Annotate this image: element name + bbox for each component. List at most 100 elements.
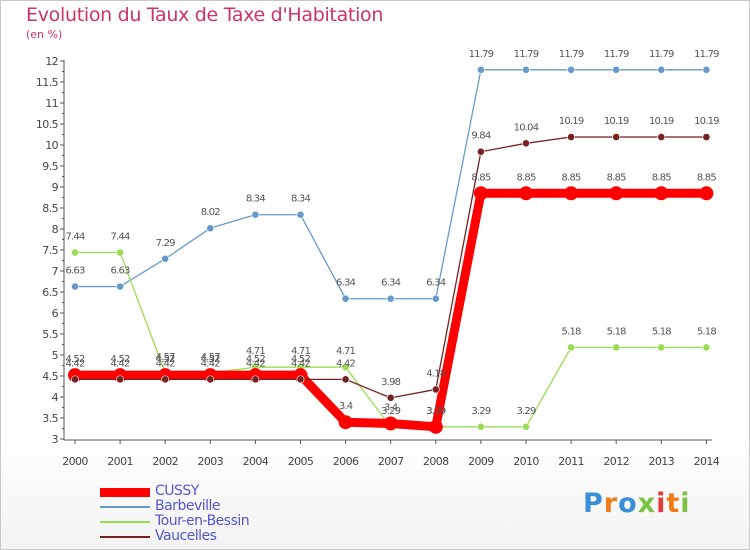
data-point [476,147,485,156]
data-point [383,416,398,431]
chart-subtitle: (en %) [26,28,63,41]
data-label: 4.71 [336,346,356,357]
x-tick-label: 2002 [152,455,178,468]
legend-label: CUSSY [155,483,199,499]
data-point [338,415,353,430]
data-point [341,375,350,384]
data-point [431,294,440,303]
data-label: 8.02 [201,207,221,218]
data-label: 5.18 [562,326,582,337]
y-tick-label: 4.5 [42,370,58,383]
data-label: 4.57 [156,352,176,363]
data-label: 5.18 [652,326,672,337]
y-tick-label: 3 [52,433,59,446]
legend-label: Tour-en-Bessin [155,513,250,529]
data-label: 10.19 [559,116,584,127]
data-label: 8.85 [652,172,672,183]
data-point [296,375,305,384]
proxiti-logo: Proxiti [583,488,691,519]
data-label: 7.29 [156,238,176,249]
data-label: 4.71 [291,346,311,357]
data-label: 4.52 [65,354,85,365]
y-tick-label: 8.5 [42,202,58,215]
data-label: 6.34 [426,278,446,289]
data-point [431,385,440,394]
logo-letter: i [680,488,691,519]
data-point [612,133,621,141]
data-point [296,210,305,219]
data-label: 4.71 [246,346,266,357]
data-label: 11.79 [694,49,719,60]
data-point [702,343,711,352]
data-point [702,133,711,141]
data-label: 6.63 [65,266,85,277]
legend-swatch [100,506,150,508]
data-point [522,422,530,431]
data-label: 4.42 [65,358,85,369]
y-tick-label: 10.5 [36,118,59,131]
data-label: 11.79 [514,49,539,60]
y-tick-label: 12 [45,55,58,68]
data-point [702,65,711,74]
y-tick-label: 5.5 [42,328,58,341]
data-label: 6.34 [381,278,401,289]
x-tick-label: 2005 [288,455,314,468]
x-tick-label: 2008 [423,455,449,468]
data-point [567,343,575,352]
data-point [206,375,215,384]
data-label: 10.19 [694,116,719,127]
data-label: 4.52 [201,354,221,365]
data-label: 3.29 [426,406,446,417]
y-tick-label: 7.5 [42,244,58,257]
x-tick-label: 2013 [648,455,674,468]
logo-letter: x [637,488,657,519]
data-label: 11.79 [649,49,674,60]
legend-swatch [100,488,150,497]
data-label: 8.85 [697,172,717,183]
data-label: 4.42 [156,358,176,369]
chart-axes: 3 3.5 4 4.5 5 5.5 6 6.5 7 7.5 8 8.5 9 9.5 10 10.5 11 11.5… [36,55,720,468]
data-point [612,343,621,352]
data-label: 4.52 [246,354,266,365]
data-point [699,186,714,201]
x-tick-label: 2014 [694,455,720,468]
data-point [71,248,79,257]
data-label: 4.52 [291,354,311,365]
x-tick-label: 2001 [107,455,133,468]
data-label: 5.18 [607,326,627,337]
data-point [519,186,533,201]
data-label: 10.19 [649,116,674,127]
series-line-barbeville [75,69,707,300]
data-point [476,65,485,74]
x-tick-label: 2009 [468,455,494,468]
y-tick-label: 9.5 [42,160,58,173]
data-label: 10.19 [604,116,629,127]
data-point [564,186,579,201]
y-tick-label: 5 [52,349,59,362]
data-point [522,65,530,74]
x-tick-label: 2012 [603,455,629,468]
data-label: 10.04 [514,122,539,133]
y-tick-label: 6.5 [42,286,58,299]
legend-label: Barbeville [155,498,221,514]
data-label: 4.42 [336,358,356,369]
data-label: 8.34 [246,194,266,205]
data-label: 8.85 [471,172,491,183]
data-label: 11.79 [604,49,629,60]
data-label: 3.29 [426,406,446,417]
x-tick-label: 2000 [62,455,88,468]
data-point [161,254,170,263]
data-point [657,133,666,141]
data-label: 3.29 [381,406,401,417]
data-point [567,133,575,141]
data-point [251,375,260,384]
x-tick-label: 2010 [513,455,539,468]
series-layer [68,65,714,434]
logo-letter: t [666,488,681,519]
data-label: 5.18 [697,326,717,337]
data-label: 4.42 [201,358,221,369]
data-point [251,210,260,219]
data-point [654,186,669,201]
data-label: 4.57 [201,352,221,363]
